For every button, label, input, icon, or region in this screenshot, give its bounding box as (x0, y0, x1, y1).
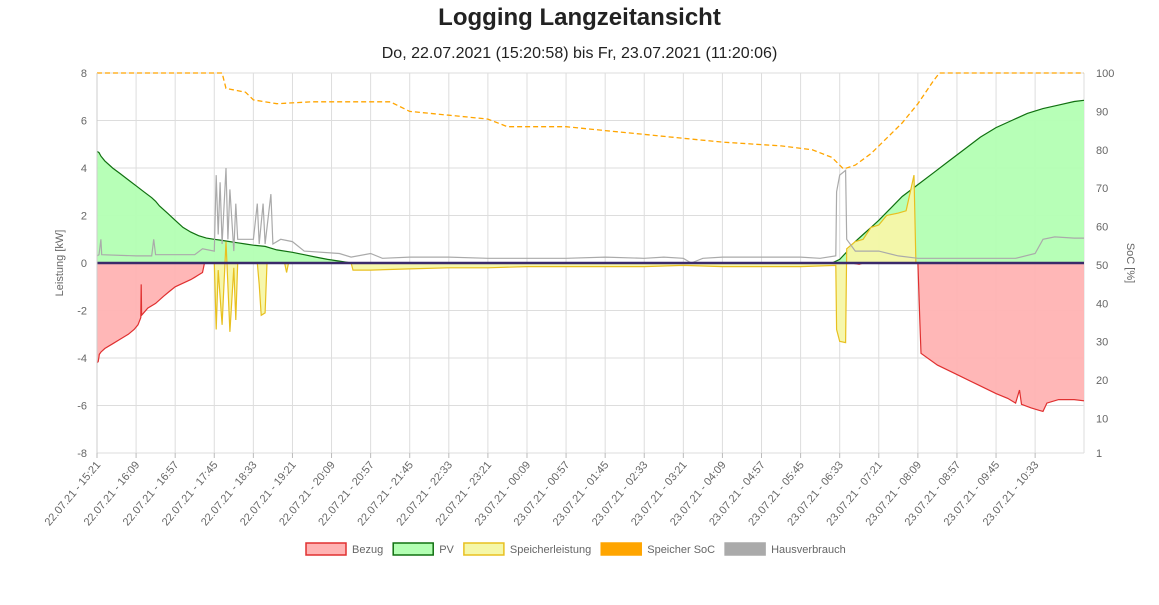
y-left-tick-label: 4 (81, 163, 87, 175)
y-right-tick-label: 60 (1096, 222, 1108, 234)
y-left-tick-label: -2 (77, 306, 87, 318)
y-right-tick-label: 40 (1096, 298, 1108, 310)
y-right-axis-title: SoC [%] (1124, 243, 1136, 283)
series-area-bezug (97, 263, 1084, 412)
chart-title: Logging Langzeitansicht (438, 4, 721, 31)
y-right-tick-label: 90 (1096, 106, 1108, 118)
y-left-tick-label: -6 (77, 401, 87, 413)
y-right-tick-label: 20 (1096, 375, 1108, 387)
series-line-speicher-soc (97, 72, 1084, 170)
legend-item-speicher-soc[interactable]: Speicher SoC (600, 542, 715, 556)
y-right-tick-label: 100 (1096, 68, 1114, 80)
y-right-tick-label: 10 (1096, 413, 1108, 425)
y-left-tick-label: 6 (81, 116, 87, 128)
legend-swatch (392, 542, 434, 556)
legend-swatch (463, 542, 505, 556)
legend-swatch (724, 542, 766, 556)
chart-subtitle: Do, 22.07.2021 (15:20:58) bis Fr, 23.07.… (381, 45, 778, 62)
y-left-tick-label: 0 (81, 258, 87, 270)
legend-item-bezug[interactable]: Bezug (305, 542, 383, 556)
legend-item-hausverbrauch[interactable]: Hausverbrauch (724, 542, 846, 556)
y-right-tick-label: 80 (1096, 145, 1108, 157)
chart-legend[interactable]: Bezug PV Speicherleistung Speicher SoC Hausv… (305, 542, 846, 556)
legend-swatch (600, 542, 642, 556)
legend-label: Bezug (352, 544, 383, 556)
legend-label: Speicher SoC (647, 544, 715, 556)
series-line-hausverbrauch (96, 167, 1084, 264)
legend-label: PV (439, 544, 454, 556)
y-left-tick-label: 2 (81, 211, 87, 223)
series-area-pv (97, 100, 1084, 263)
y-left-tick-label: -4 (77, 353, 87, 365)
chart-series (96, 72, 1085, 413)
y-left-axis-title: Leistung [kW] (54, 230, 66, 297)
legend-label: Speicherleistung (510, 544, 591, 556)
y-right-tick-label: 1 (1096, 448, 1102, 460)
y-right-tick-label: 30 (1096, 337, 1108, 349)
y-left-tick-label: -8 (77, 448, 87, 460)
legend-item-pv[interactable]: PV (392, 542, 455, 556)
y-right-tick-label: 50 (1096, 260, 1108, 272)
series-line-bezug (96, 262, 1085, 413)
legend-item-speicherleistung[interactable]: Speicherleistung (463, 542, 591, 556)
legend-swatch (305, 542, 347, 556)
y-left-tick-label: 8 (81, 68, 87, 80)
y-right-tick-label: 70 (1096, 183, 1108, 195)
series-line-speicherleistung (97, 174, 917, 344)
series-line-pv (96, 99, 1085, 264)
legend-label: Hausverbrauch (771, 544, 846, 556)
